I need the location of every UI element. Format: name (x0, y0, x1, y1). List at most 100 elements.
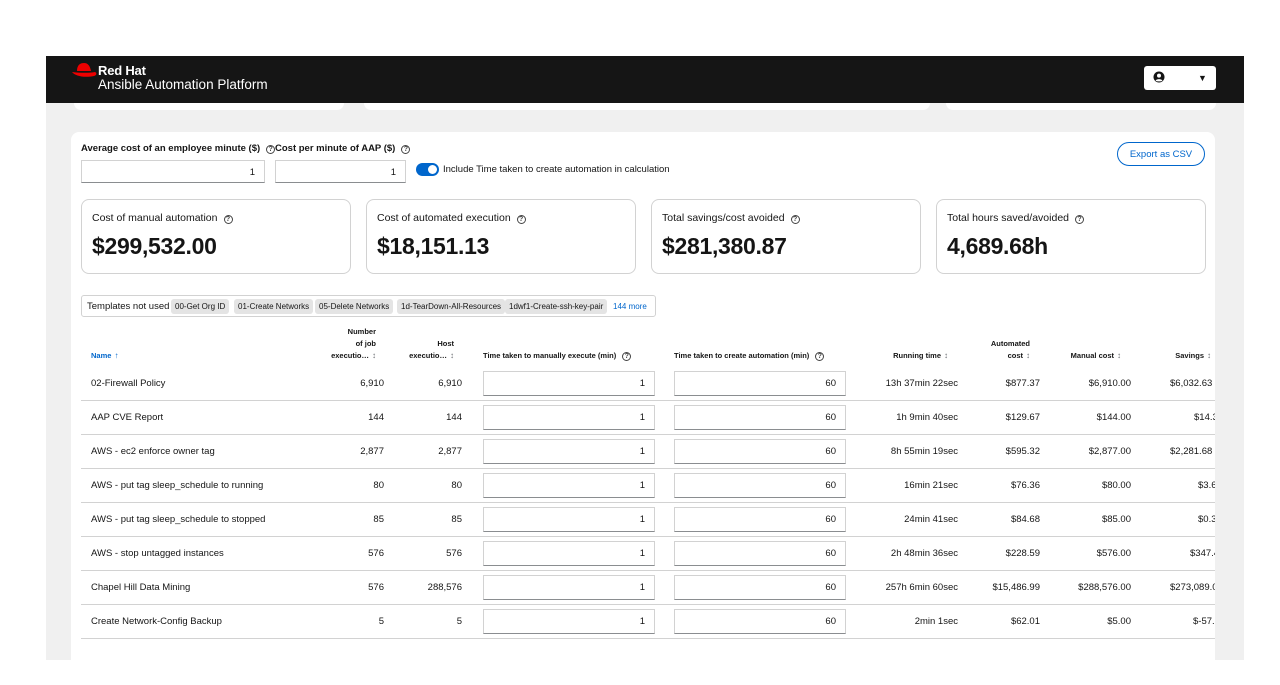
automated-cost-column-header[interactable]: Automated cost ↕ (990, 339, 1030, 360)
creation-time-input[interactable]: 60 (674, 405, 846, 430)
creation-time-input[interactable]: 60 (674, 439, 846, 464)
help-icon[interactable]: ? (401, 145, 411, 154)
table-row: 02-Firewall Policy 6,910 6,910 1 60 13h … (81, 367, 1215, 401)
automated-cost: $15,486.99 (992, 582, 1040, 593)
employee-cost-input[interactable]: 1 (81, 160, 265, 183)
help-icon[interactable]: ? (790, 215, 800, 224)
manual-cost: $80.00 (1101, 480, 1131, 491)
manual-time-input[interactable]: 1 (483, 609, 655, 634)
export-csv-button[interactable]: Export as CSV (1117, 142, 1205, 166)
table-row: AAP CVE Report 144 144 1 60 1h 9min 40se… (81, 401, 1215, 435)
automated-cost: $129.67 (1005, 412, 1040, 423)
automation-calculator-panel: Average cost of an employee minute ($)? … (71, 132, 1215, 660)
employee-cost-label: Average cost of an employee minute ($)? (81, 143, 276, 154)
host-executions-column-header[interactable]: Host executio… ↕ (409, 339, 454, 360)
manual-time-input[interactable]: 1 (483, 439, 655, 464)
red-hat-logo-icon (72, 63, 97, 77)
total-savings-card: Total savings/cost avoided? $281,380.87 (651, 199, 921, 274)
job-executions: 85 (373, 514, 384, 525)
creation-time-input[interactable]: 60 (674, 473, 846, 498)
host-executions: 80 (451, 480, 462, 491)
manual-cost: $2,877.00 (1088, 446, 1131, 457)
job-executions: 576 (368, 548, 384, 559)
savings: $347.41 (1190, 548, 1215, 559)
user-circle-icon (1153, 71, 1165, 83)
user-menu-toggle[interactable]: ▼ (1144, 66, 1216, 90)
manual-time-input[interactable]: 1 (483, 473, 655, 498)
card-value: $281,380.87 (662, 233, 787, 259)
manual-time-input[interactable]: 1 (483, 541, 655, 566)
table-row: AWS - ec2 enforce owner tag 2,877 2,877 … (81, 435, 1215, 469)
table-row: AWS - stop untagged instances 576 576 1 … (81, 537, 1215, 571)
help-icon[interactable]: ? (622, 352, 632, 361)
creation-time-input[interactable]: 60 (674, 575, 846, 600)
toggle-label: Include Time taken to create automation … (443, 164, 670, 175)
templates-not-used-label: Templates not used (87, 301, 170, 312)
cost-automated-card: Cost of automated execution? $18,151.13 (366, 199, 636, 274)
host-executions: 2,877 (438, 446, 462, 457)
running-time: 257h 6min 60sec (885, 582, 958, 593)
job-executions: 6,910 (360, 378, 384, 389)
host-executions: 576 (446, 548, 462, 559)
host-executions: 288,576 (427, 582, 462, 593)
savings-column-header[interactable]: Savings ↕ (1175, 351, 1211, 360)
creation-time-input[interactable]: 60 (674, 371, 846, 396)
include-creation-time-toggle[interactable] (416, 163, 439, 176)
host-executions: 85 (451, 514, 462, 525)
template-name: Chapel Hill Data Mining (91, 582, 191, 593)
job-executions: 5 (378, 616, 384, 627)
help-icon[interactable]: ? (1075, 215, 1084, 224)
savings: $0.32 (1198, 514, 1215, 525)
manual-time-input[interactable]: 1 (483, 575, 655, 600)
template-chip: 1d-TearDown-All-Resources (397, 299, 506, 314)
product-name: Ansible Automation Platform (98, 77, 268, 92)
job-executions: 2,877 (360, 446, 384, 457)
running-time-column-header[interactable]: Running time ↕ (893, 351, 948, 360)
host-executions: 5 (456, 616, 462, 627)
running-time: 24min 41sec (904, 514, 958, 525)
card-title: Cost of manual automation? (92, 212, 233, 224)
manual-time-input[interactable]: 1 (483, 371, 655, 396)
more-templates-link[interactable]: 144 more (613, 302, 647, 311)
manual-cost: $6,910.00 (1088, 378, 1131, 389)
host-executions: 6,910 (438, 378, 462, 389)
job-executions: 576 (368, 582, 384, 593)
creation-time-input[interactable]: 60 (674, 609, 846, 634)
automated-cost: $84.68 (1010, 514, 1040, 525)
card-title: Total savings/cost avoided? (662, 212, 800, 224)
masthead: Red Hat Ansible Automation Platform ▼ (46, 56, 1244, 103)
manual-cost: $85.00 (1101, 514, 1131, 525)
template-name: 02-Firewall Policy (91, 378, 166, 389)
help-icon[interactable]: ? (815, 352, 825, 361)
running-time: 13h 37min 22sec (885, 378, 958, 389)
automated-cost: $76.36 (1010, 480, 1040, 491)
table-row: AWS - put tag sleep_schedule to stopped … (81, 503, 1215, 537)
help-icon[interactable]: ? (223, 215, 233, 224)
manual-time-input[interactable]: 1 (483, 405, 655, 430)
table-row: AWS - put tag sleep_schedule to running … (81, 469, 1215, 503)
job-executions: 144 (368, 412, 384, 423)
templates-not-used-group: Templates not used 00-Get Org ID 01-Crea… (81, 295, 656, 317)
previous-section-cards (74, 103, 1216, 111)
running-time: 2h 48min 36sec (890, 548, 958, 559)
aap-cost-input[interactable]: 1 (275, 160, 406, 183)
app-window: Red Hat Ansible Automation Platform ▼ Av… (46, 56, 1244, 660)
caret-down-icon: ▼ (1198, 73, 1207, 83)
help-icon[interactable]: ? (266, 145, 276, 154)
manual-cost: $5.00 (1107, 616, 1131, 627)
creation-time-column-header: Time taken to create automation (min)? (674, 350, 825, 362)
creation-time-input[interactable]: 60 (674, 507, 846, 532)
manual-time-input[interactable]: 1 (483, 507, 655, 532)
card-value: $299,532.00 (92, 233, 217, 259)
job-executions-column-header[interactable]: Number of job executio… ↕ (331, 327, 376, 360)
aap-cost-label: Cost per minute of AAP ($)? (275, 143, 411, 154)
card-title: Total hours saved/avoided? (947, 212, 1084, 224)
help-icon[interactable]: ? (516, 215, 526, 224)
template-name: AWS - put tag sleep_schedule to stopped (91, 514, 266, 525)
card-value: 4,689.68h (947, 233, 1048, 259)
name-column-header[interactable]: Name ↑ (91, 351, 119, 360)
running-time: 16min 21sec (904, 480, 958, 491)
creation-time-input[interactable]: 60 (674, 541, 846, 566)
table-row: Create Network-Config Backup 5 5 1 60 2m… (81, 605, 1215, 639)
manual-cost-column-header[interactable]: Manual cost ↕ (1070, 351, 1121, 360)
